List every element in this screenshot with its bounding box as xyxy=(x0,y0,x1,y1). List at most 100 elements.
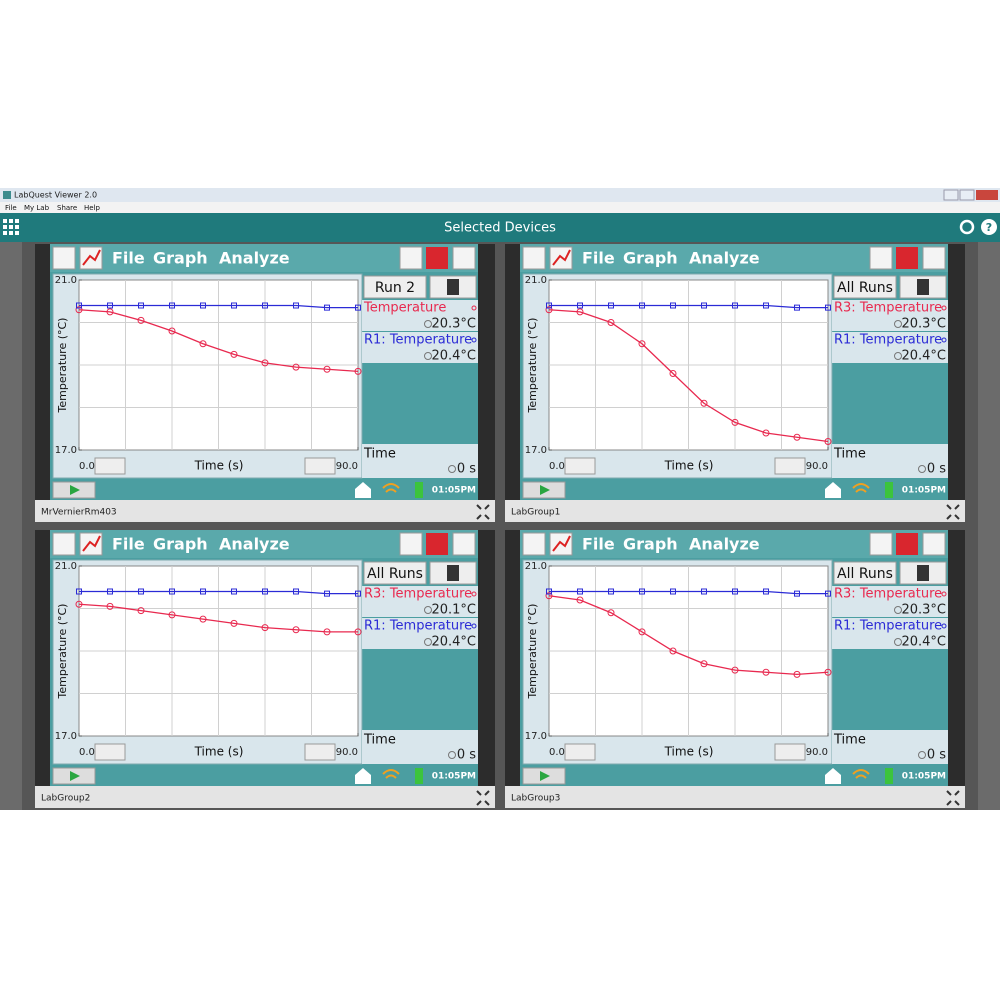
expand-icon[interactable] xyxy=(476,790,490,806)
meter-icon[interactable] xyxy=(52,246,76,270)
list-icon[interactable] xyxy=(426,533,448,555)
time-value: 0 s xyxy=(457,462,476,477)
device-menu-item[interactable]: Analyze xyxy=(689,249,760,268)
readout-name: R1: Temperature xyxy=(364,333,472,348)
notes-icon[interactable] xyxy=(452,246,476,270)
graph-icon-line xyxy=(82,535,101,552)
readout-value: 20.4°C xyxy=(431,349,476,364)
help-icon[interactable] xyxy=(981,219,997,235)
data-point xyxy=(138,588,144,595)
series-line xyxy=(549,304,828,309)
device-menu-item[interactable]: File xyxy=(582,249,615,268)
minimize-button[interactable] xyxy=(943,189,959,201)
home-icon[interactable] xyxy=(825,768,841,784)
run-button[interactable] xyxy=(833,275,897,299)
meter-icon[interactable] xyxy=(52,532,76,556)
home-icon[interactable] xyxy=(355,768,371,784)
expand-icon[interactable] xyxy=(946,504,960,520)
data-point xyxy=(639,302,645,309)
menu-item[interactable]: Help xyxy=(84,204,101,212)
device-menu-item[interactable]: File xyxy=(112,535,145,554)
readout-value: 20.4°C xyxy=(901,349,946,364)
scroll-right-button[interactable] xyxy=(774,743,806,761)
scroll-left-button[interactable] xyxy=(94,457,126,475)
readout-name: R3: Temperature xyxy=(834,301,942,316)
battery-icon xyxy=(885,768,893,784)
y-tick-label: 17.0 xyxy=(55,731,77,742)
run-button[interactable] xyxy=(363,561,427,585)
notes-icon[interactable] xyxy=(922,246,946,270)
title-bar xyxy=(0,188,1000,202)
run-button[interactable] xyxy=(363,275,427,299)
data-point xyxy=(577,302,583,309)
close-button[interactable] xyxy=(976,190,998,200)
series-line xyxy=(548,309,829,443)
table-icon[interactable] xyxy=(399,532,423,556)
home-icon[interactable] xyxy=(355,482,371,498)
time-sensor-icon xyxy=(918,751,926,759)
device-menu-item[interactable]: Graph xyxy=(153,249,208,268)
home-icon[interactable] xyxy=(825,482,841,498)
run-button-label: All Runs xyxy=(837,280,893,296)
scroll-right-button[interactable] xyxy=(304,457,336,475)
expand-icon[interactable] xyxy=(946,790,960,806)
run-button-label: Run 2 xyxy=(375,280,415,296)
x-tick-label: 90.0 xyxy=(336,461,358,472)
scroll-right-button[interactable] xyxy=(774,457,806,475)
device-panel: File Graph Analyze 17.0 21.0 Temperature (°C)… xyxy=(35,244,495,522)
data-point xyxy=(199,615,207,623)
series-line xyxy=(548,595,829,676)
device-menu-item[interactable]: Analyze xyxy=(689,535,760,554)
graph-icon-line xyxy=(552,535,571,552)
readout-sensor-icon xyxy=(424,638,432,646)
device-menu-item[interactable]: File xyxy=(582,535,615,554)
device-panel: File Graph Analyze 17.0 21.0 Temperature (°C)… xyxy=(505,530,965,808)
data-point xyxy=(355,590,361,597)
readout-value: 20.3°C xyxy=(901,317,946,332)
data-point xyxy=(137,316,145,324)
device-menu-item[interactable]: Graph xyxy=(623,535,678,554)
menu-item[interactable]: File xyxy=(5,204,17,212)
maximize-button[interactable] xyxy=(959,189,975,201)
readout-box xyxy=(362,586,478,617)
scroll-left-button[interactable] xyxy=(564,457,596,475)
data-point xyxy=(545,306,553,314)
battery-icon xyxy=(415,482,423,498)
data-point xyxy=(731,418,739,426)
list-icon[interactable] xyxy=(896,247,918,269)
data-point xyxy=(76,302,82,309)
device-menu-item[interactable]: Analyze xyxy=(219,249,290,268)
meter-icon[interactable] xyxy=(522,246,546,270)
scroll-left-button[interactable] xyxy=(94,743,126,761)
time-box xyxy=(832,444,948,478)
list-icon[interactable] xyxy=(426,247,448,269)
notes-icon[interactable] xyxy=(452,532,476,556)
refresh-icon[interactable] xyxy=(959,219,975,235)
expand-icon[interactable] xyxy=(476,504,490,520)
table-icon[interactable] xyxy=(869,246,893,270)
play-icon xyxy=(540,485,550,495)
run-button[interactable] xyxy=(833,561,897,585)
device-menu-item[interactable]: Analyze xyxy=(219,535,290,554)
data-point xyxy=(262,302,268,309)
table-icon[interactable] xyxy=(399,246,423,270)
device-menu-item[interactable]: Graph xyxy=(153,535,208,554)
device-menu-item[interactable]: File xyxy=(112,249,145,268)
scroll-left-button[interactable] xyxy=(564,743,596,761)
readout-name: Temperature xyxy=(363,301,446,316)
notes-icon[interactable] xyxy=(922,532,946,556)
apps-icon[interactable] xyxy=(3,219,19,235)
device-menu-item[interactable]: Graph xyxy=(623,249,678,268)
menu-item[interactable]: My Lab xyxy=(24,204,50,212)
data-point xyxy=(323,628,331,636)
readout-box xyxy=(832,332,948,363)
device-label-bar xyxy=(35,786,495,808)
menu-item[interactable]: Share xyxy=(57,204,77,212)
table-icon[interactable] xyxy=(869,532,893,556)
meter-icon[interactable] xyxy=(522,532,546,556)
y-tick-label: 17.0 xyxy=(525,445,547,456)
scroll-right-button[interactable] xyxy=(304,743,336,761)
list-icon[interactable] xyxy=(896,533,918,555)
play-icon xyxy=(70,485,80,495)
data-point xyxy=(794,590,800,597)
